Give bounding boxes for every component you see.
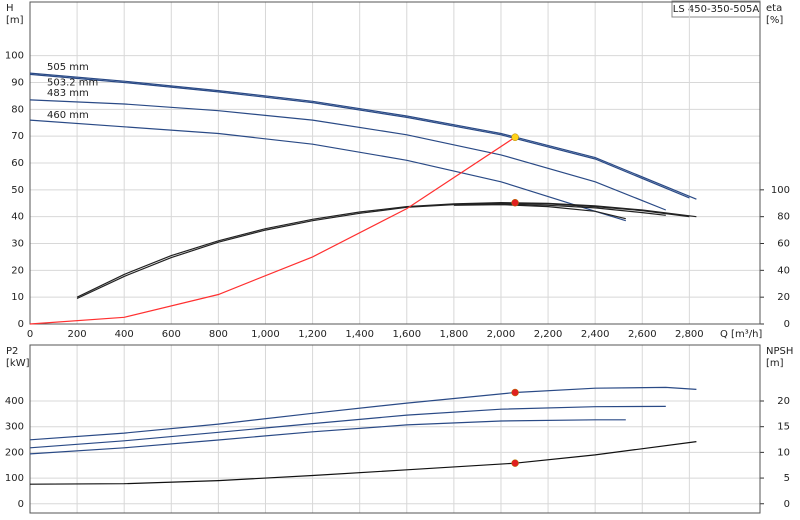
curve-label: 483 mm (47, 88, 89, 99)
y-axis-label: H (6, 3, 14, 14)
y-tick-label: 100 (5, 51, 24, 62)
y2-tick-label: 15 (777, 422, 790, 433)
x-tick-label: 600 (162, 329, 181, 340)
y-tick-label: 70 (11, 131, 24, 142)
curve (29, 386, 697, 441)
y-tick-label: 400 (5, 396, 24, 407)
y-tick-label: 60 (11, 158, 24, 169)
curve-label: 503.2 mm (47, 77, 98, 88)
y-axis-label: P2 (6, 346, 18, 357)
y-tick-label: 20 (11, 265, 24, 276)
curve (29, 441, 697, 485)
plot-frame (29, 1, 761, 325)
x-tick-label: 0 (27, 329, 33, 340)
legend-title: LS 450-350-505A (673, 4, 760, 15)
curve (29, 119, 626, 222)
operating-point (511, 388, 519, 397)
curve (76, 201, 697, 298)
y2-tick-label: 0 (784, 499, 790, 510)
y-tick-label: 90 (11, 78, 24, 89)
y-axis-label: [kW] (6, 358, 30, 369)
plot-frame (29, 344, 761, 514)
curve-label: 460 mm (47, 110, 89, 121)
y2-axis-label: [m] (766, 358, 784, 369)
y-tick-label: 50 (11, 185, 24, 196)
y-axis-label: [m] (6, 15, 24, 26)
x-tick-label: 400 (115, 329, 134, 340)
y2-tick-label: 60 (777, 239, 790, 250)
x-tick-label: 1,200 (298, 329, 327, 340)
x-tick-label: 2,400 (581, 329, 610, 340)
x-tick-label: 1,400 (345, 329, 374, 340)
x-tick-label: 2,600 (628, 329, 657, 340)
y-tick-label: 0 (18, 499, 24, 510)
curve (76, 202, 690, 300)
x-tick-label: 2,000 (487, 329, 516, 340)
x-tick-label: 1,800 (440, 329, 469, 340)
curve (453, 203, 666, 216)
y2-tick-label: 100 (771, 185, 790, 196)
x-tick-label: 2,200 (534, 329, 563, 340)
y-tick-label: 300 (5, 422, 24, 433)
curve (29, 419, 626, 455)
y2-axis-label: eta (766, 3, 782, 14)
curve-label: 505 mm (47, 62, 89, 73)
x-tick-label: 1,600 (392, 329, 421, 340)
curve (29, 73, 690, 199)
y2-tick-label: 80 (777, 212, 790, 223)
curve (29, 405, 666, 449)
y2-tick-label: 20 (777, 292, 790, 303)
y-tick-label: 200 (5, 447, 24, 458)
y-tick-label: 100 (5, 473, 24, 484)
y-tick-label: 10 (11, 292, 24, 303)
y2-axis-label: [%] (766, 15, 783, 26)
y-tick-label: 40 (11, 212, 24, 223)
operating-point (511, 133, 519, 141)
curve (29, 99, 667, 211)
x-tick-label: 200 (68, 329, 87, 340)
y2-tick-label: 40 (777, 265, 790, 276)
curve (29, 136, 516, 325)
x-tick-label: 1,000 (251, 329, 280, 340)
y2-tick-label: 20 (777, 396, 790, 407)
y2-tick-label: 0 (784, 319, 790, 330)
x-tick-label: 2,800 (675, 329, 704, 340)
y-tick-label: 30 (11, 239, 24, 250)
x-axis-label: Q [m³/h] (720, 329, 762, 340)
operating-point (511, 459, 519, 467)
y-tick-label: 0 (18, 319, 24, 330)
y2-axis-label: NPSH (766, 346, 793, 357)
operating-point (511, 198, 519, 207)
y-tick-label: 80 (11, 104, 24, 115)
curve (29, 72, 697, 200)
curve (453, 203, 626, 220)
y2-tick-label: 10 (777, 447, 790, 458)
y2-tick-label: 5 (784, 473, 790, 484)
x-tick-label: 800 (209, 329, 228, 340)
